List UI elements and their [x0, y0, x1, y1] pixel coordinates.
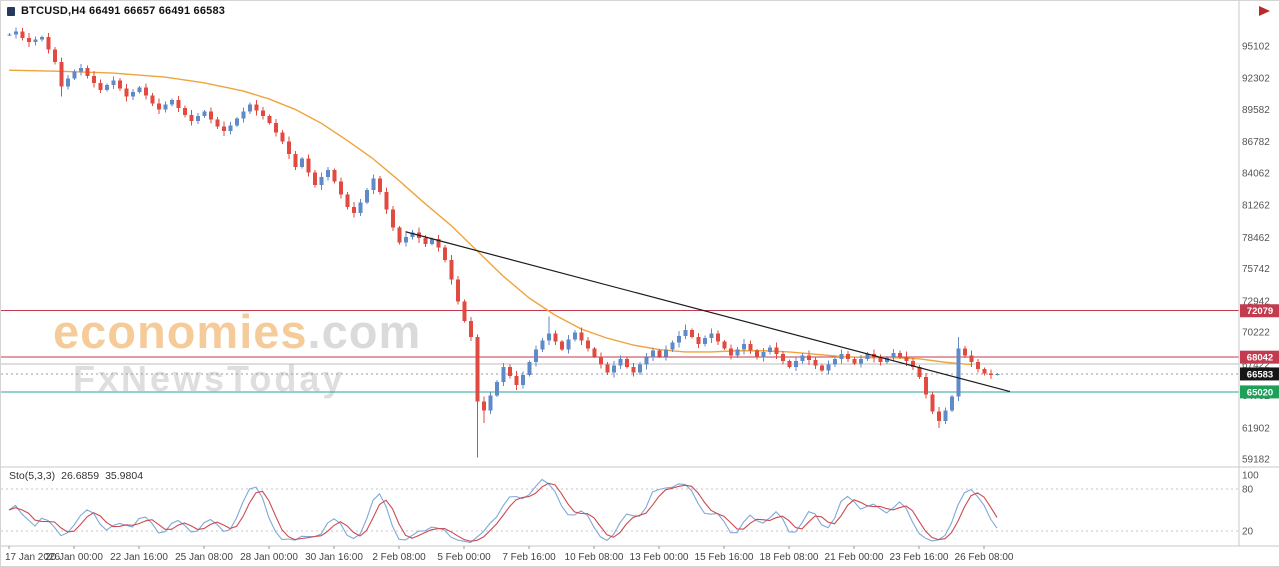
- watermark-brand: economies: [53, 305, 308, 358]
- svg-text:70222: 70222: [1242, 328, 1270, 339]
- descending-trendline[interactable]: [405, 231, 1011, 393]
- moving-average-line[interactable]: [8, 69, 972, 366]
- symbol-ohlc-info: BTCUSD,H4 66491 66657 66491 66583: [21, 5, 226, 17]
- svg-text:30 Jan 16:00: 30 Jan 16:00: [305, 552, 363, 563]
- svg-text:20 Jan 00:00: 20 Jan 00:00: [45, 552, 103, 563]
- svg-text:72942: 72942: [1242, 296, 1270, 307]
- svg-text:89582: 89582: [1242, 105, 1270, 116]
- svg-text:95102: 95102: [1242, 42, 1270, 53]
- stochastic-main-line: [8, 478, 998, 544]
- stochastic-indicator[interactable]: 100 80 20: [1, 471, 1259, 544]
- svg-text:15 Feb 16:00: 15 Feb 16:00: [695, 552, 754, 563]
- watermark-subtitle: FxNewsToday: [73, 358, 346, 400]
- svg-text:28 Jan 00:00: 28 Jan 00:00: [240, 552, 298, 563]
- candles-layer[interactable]: [7, 27, 1000, 458]
- level-line-65020-price-tag: [1240, 385, 1279, 399]
- svg-text:66583: 66583: [1247, 369, 1273, 380]
- svg-text:59182: 59182: [1242, 455, 1270, 466]
- watermark: economies.com FxNewsToday: [53, 307, 421, 398]
- stochastic-signal-line: [8, 482, 998, 542]
- svg-text:75742: 75742: [1242, 264, 1270, 275]
- svg-text:80: 80: [1242, 485, 1254, 496]
- level-line-68042-price-tag: [1240, 350, 1279, 364]
- svg-text:81262: 81262: [1242, 201, 1270, 212]
- svg-text:65020: 65020: [1247, 387, 1273, 398]
- svg-text:67422: 67422: [1242, 360, 1270, 371]
- svg-text:86782: 86782: [1242, 137, 1270, 148]
- svg-text:92302: 92302: [1242, 74, 1270, 85]
- svg-text:25 Jan 08:00: 25 Jan 08:00: [175, 552, 233, 563]
- svg-text:10 Feb 08:00: 10 Feb 08:00: [565, 552, 624, 563]
- svg-text:17 Jan 2026: 17 Jan 2026: [5, 552, 60, 563]
- svg-text:7 Feb 16:00: 7 Feb 16:00: [502, 552, 556, 563]
- stochastic-label: Sto(5,3,3) 26.6859 35.9804: [9, 470, 149, 482]
- watermark-brand-suffix: .com: [307, 305, 422, 358]
- svg-text:68042: 68042: [1247, 353, 1273, 364]
- stochastic-signal-value: 35.9804: [105, 470, 144, 482]
- svg-text:13 Feb 00:00: 13 Feb 00:00: [630, 552, 689, 563]
- svg-text:5 Feb 00:00: 5 Feb 00:00: [437, 552, 491, 563]
- stochastic-main-value: 26.6859: [61, 470, 100, 482]
- chart-shift-marker-icon[interactable]: [1259, 6, 1270, 16]
- svg-text:22 Jan 16:00: 22 Jan 16:00: [110, 552, 168, 563]
- svg-text:18 Feb 08:00: 18 Feb 08:00: [760, 552, 819, 563]
- watermark-brand-line: economies.com: [53, 307, 421, 356]
- svg-text:21 Feb 00:00: 21 Feb 00:00: [825, 552, 884, 563]
- horizontal-levels[interactable]: 72079 68042 65020 66583: [1, 304, 1280, 399]
- svg-text:100: 100: [1242, 471, 1259, 482]
- svg-text:2 Feb 08:00: 2 Feb 08:00: [372, 552, 426, 563]
- svg-text:23 Feb 16:00: 23 Feb 16:00: [890, 552, 949, 563]
- svg-text:20: 20: [1242, 527, 1254, 538]
- current-price-line-price-tag: [1240, 367, 1279, 381]
- price-axis: 95102 92302 89582 86782 84062 81262 78462 75742…: [1242, 42, 1270, 466]
- svg-text:72079: 72079: [1247, 306, 1273, 317]
- level-line-72079-price-tag: [1240, 304, 1279, 318]
- svg-text:84062: 84062: [1242, 168, 1270, 179]
- svg-text:78462: 78462: [1242, 233, 1270, 244]
- stochastic-name: Sto(5,3,3): [9, 470, 56, 482]
- symbol-flag-icon: [7, 6, 15, 16]
- chart-header: BTCUSD,H4 66491 66657 66491 66583: [7, 5, 225, 17]
- svg-text:26 Feb 08:00: 26 Feb 08:00: [955, 552, 1014, 563]
- svg-text:61902: 61902: [1242, 423, 1270, 434]
